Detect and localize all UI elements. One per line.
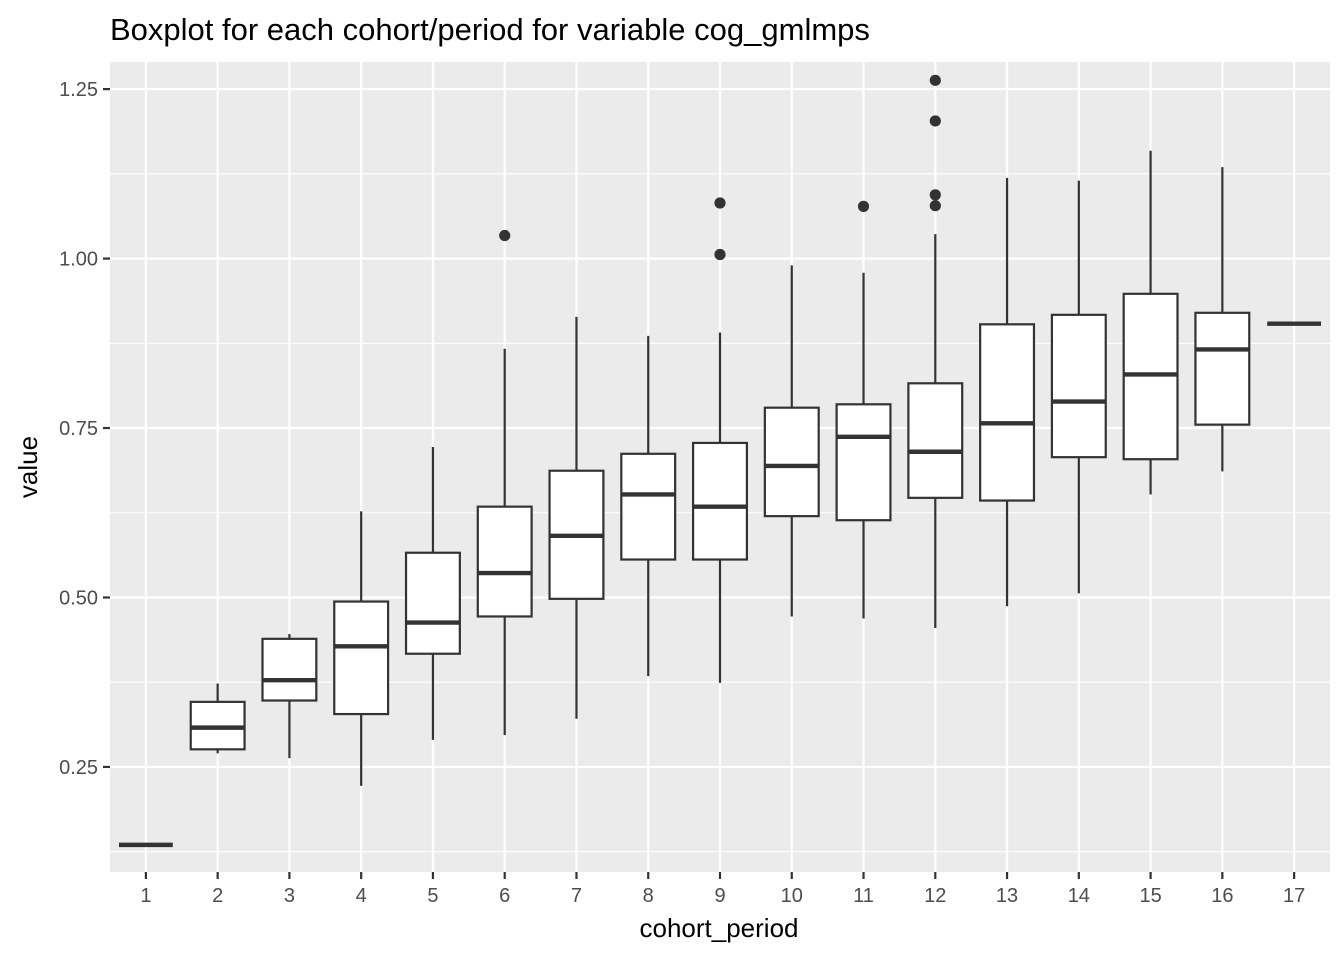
x-tick-label: 12 [924, 885, 946, 907]
x-tick-label: 6 [499, 885, 510, 907]
box-iqr [763, 406, 820, 518]
box-iqr [404, 551, 461, 655]
x-tick-label: 13 [996, 885, 1018, 907]
box-iqr [261, 637, 318, 702]
box-iqr [1050, 313, 1107, 459]
box-iqr [1194, 311, 1251, 426]
outlier-point [929, 189, 941, 201]
box-15 [1122, 150, 1179, 495]
x-tick-label: 5 [427, 885, 438, 907]
y-tick-label: 0.25 [59, 757, 98, 779]
box-iqr [620, 452, 677, 561]
box-16 [1194, 167, 1251, 472]
box-9 [691, 197, 749, 683]
box-10 [763, 265, 820, 617]
x-tick-label: 17 [1283, 885, 1305, 907]
box-iqr [333, 600, 390, 716]
outlier-point [499, 229, 511, 242]
x-tick-label: 15 [1139, 885, 1161, 907]
x-tick-label: 11 [853, 885, 874, 907]
box-2 [189, 683, 246, 754]
x-tick-label: 10 [781, 885, 803, 907]
box-12 [907, 74, 964, 628]
box-14 [1050, 180, 1107, 594]
y-tick-label: 0.50 [59, 587, 98, 609]
outlier-point [714, 197, 726, 209]
outlier-point [929, 200, 941, 212]
x-tick-label: 1 [140, 885, 151, 907]
box-11 [835, 200, 892, 619]
x-tick-label: 2 [212, 885, 223, 907]
y-axis-title: value [13, 436, 43, 498]
box-3 [261, 634, 318, 759]
y-tick-label: 1.25 [59, 79, 98, 101]
y-tick-label: 0.75 [59, 418, 98, 440]
y-axis: 0.25 0.50 0.75 1.00 1.25 [59, 79, 110, 779]
chart-title: Boxplot for each cohort/period for varia… [110, 12, 870, 47]
box-6 [476, 229, 533, 736]
x-tick-label: 9 [714, 885, 725, 907]
x-tick-label: 3 [284, 885, 295, 907]
x-tick-label: 16 [1211, 885, 1233, 907]
box-iqr [691, 441, 749, 561]
box-iqr [907, 382, 964, 499]
y-tick-label: 1.00 [59, 249, 98, 271]
box-8 [620, 335, 677, 677]
box-iqr [476, 505, 533, 618]
outlier-point [857, 200, 870, 212]
x-axis: 1 2 3 4 5 6 7 8 9 10 11 12 13 14 15 16 17 [140, 872, 1305, 907]
box-13 [979, 177, 1036, 607]
box-7 [548, 316, 605, 719]
outlier-point [714, 248, 726, 261]
x-tick-label: 7 [571, 885, 582, 907]
box-iqr [979, 323, 1036, 502]
box-4 [333, 511, 390, 786]
x-tick-label: 8 [643, 885, 654, 907]
x-axis-title: cohort_period [640, 913, 799, 943]
x-tick-label: 14 [1068, 885, 1090, 907]
box-iqr [835, 403, 892, 522]
x-tick-label: 4 [356, 885, 367, 907]
outlier-point [929, 74, 941, 86]
boxes-layer [118, 74, 1322, 848]
outlier-point [929, 115, 941, 127]
box-5 [404, 447, 461, 740]
